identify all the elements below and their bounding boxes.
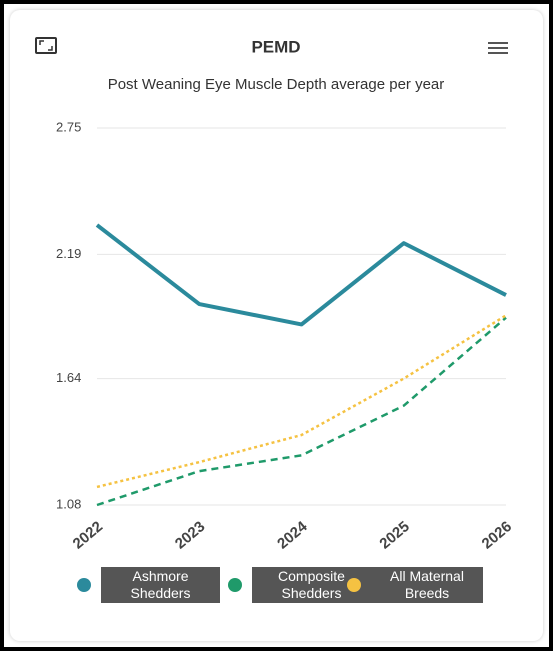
- legend-item[interactable]: All Maternal Breeds: [347, 567, 483, 603]
- legend-label: All Maternal Breeds: [371, 567, 483, 603]
- y-tick-label: 2.75: [56, 119, 81, 134]
- x-tick-label: 2024: [274, 518, 311, 553]
- y-tick-label: 1.08: [56, 496, 81, 511]
- x-tick-label: 2023: [172, 518, 208, 552]
- legend-swatch: [228, 578, 242, 592]
- y-tick-label: 2.19: [56, 246, 81, 261]
- legend-label: Ashmore Shedders: [101, 567, 220, 603]
- x-tick-label: 2026: [479, 518, 515, 552]
- legend-item[interactable]: Ashmore Shedders: [77, 567, 220, 603]
- x-tick-label: 2025: [376, 518, 412, 552]
- expand-icon[interactable]: [35, 37, 57, 54]
- chart-title: PEMD: [251, 37, 300, 56]
- series-line: [96, 314, 507, 489]
- card: [10, 10, 543, 641]
- legend-label: Composite Shedders: [252, 567, 371, 603]
- legend-swatch: [77, 578, 91, 592]
- legend-item[interactable]: Composite Shedders: [228, 567, 371, 603]
- y-tick-label: 1.64: [56, 370, 81, 385]
- menu-icon[interactable]: [488, 42, 508, 54]
- chart: PEMD Post Weaning Eye Muscle Depth avera…: [35, 37, 515, 553]
- chart-subtitle: Post Weaning Eye Muscle Depth average pe…: [108, 76, 445, 93]
- series-line: [96, 316, 507, 507]
- series-line: [95, 223, 507, 327]
- legend-swatch: [347, 578, 361, 592]
- x-tick-label: 2022: [70, 518, 106, 552]
